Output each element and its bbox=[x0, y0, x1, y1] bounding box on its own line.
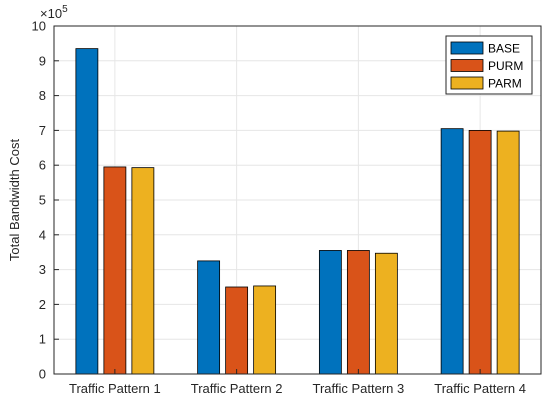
bar-parm bbox=[253, 285, 277, 375]
y-tick-label: 8 bbox=[39, 88, 46, 103]
bars bbox=[75, 48, 520, 375]
y-axis-label: Total Bandwidth Cost bbox=[7, 139, 22, 262]
bar-purm bbox=[346, 250, 370, 375]
y-tick-label: 10 bbox=[32, 19, 46, 34]
legend-label-parm: PARM bbox=[488, 77, 522, 91]
x-tick-label: Traffic Pattern 2 bbox=[191, 381, 283, 396]
bar-parm bbox=[131, 167, 155, 375]
y-tick-label: 3 bbox=[39, 262, 46, 277]
legend-label-purm: PURM bbox=[488, 59, 523, 73]
y-axis-exponent: ×105 bbox=[40, 4, 68, 21]
bar-base bbox=[197, 260, 221, 375]
y-tick-label: 2 bbox=[39, 297, 46, 312]
bar-purm bbox=[103, 166, 127, 375]
legend: BASE PURM PARM bbox=[445, 35, 533, 95]
y-tick-label: 6 bbox=[39, 158, 46, 173]
legend-swatch-base bbox=[450, 41, 484, 55]
y-tick-label: 1 bbox=[39, 332, 46, 347]
y-axis-exponent-base: ×10 bbox=[40, 6, 62, 21]
y-tick-label: 4 bbox=[39, 227, 46, 242]
bar-base bbox=[318, 250, 342, 375]
y-tick-label: 0 bbox=[39, 367, 46, 382]
bar-base bbox=[440, 128, 464, 375]
x-tick-label: Traffic Pattern 3 bbox=[312, 381, 404, 396]
bar-purm bbox=[225, 286, 249, 375]
x-tick-label: Traffic Pattern 4 bbox=[434, 381, 526, 396]
bar-purm bbox=[468, 129, 492, 375]
legend-swatch-purm bbox=[450, 59, 484, 72]
legend-swatch-parm bbox=[450, 76, 484, 90]
y-tick-label: 9 bbox=[39, 53, 46, 68]
bar-parm bbox=[496, 130, 520, 375]
y-tick-label: 5 bbox=[39, 193, 46, 208]
bar-parm bbox=[374, 252, 398, 375]
legend-label-base: BASE bbox=[488, 42, 520, 56]
x-tick-label: Traffic Pattern 1 bbox=[69, 381, 161, 396]
y-tick-label: 7 bbox=[39, 123, 46, 138]
bar-base bbox=[75, 48, 99, 375]
axis-ticks: 0 1 2 3 4 5 6 7 8 9 10 Traffic Pattern 1 Traffic Pat… bbox=[32, 19, 526, 397]
y-axis-exponent-power: 5 bbox=[62, 4, 68, 15]
